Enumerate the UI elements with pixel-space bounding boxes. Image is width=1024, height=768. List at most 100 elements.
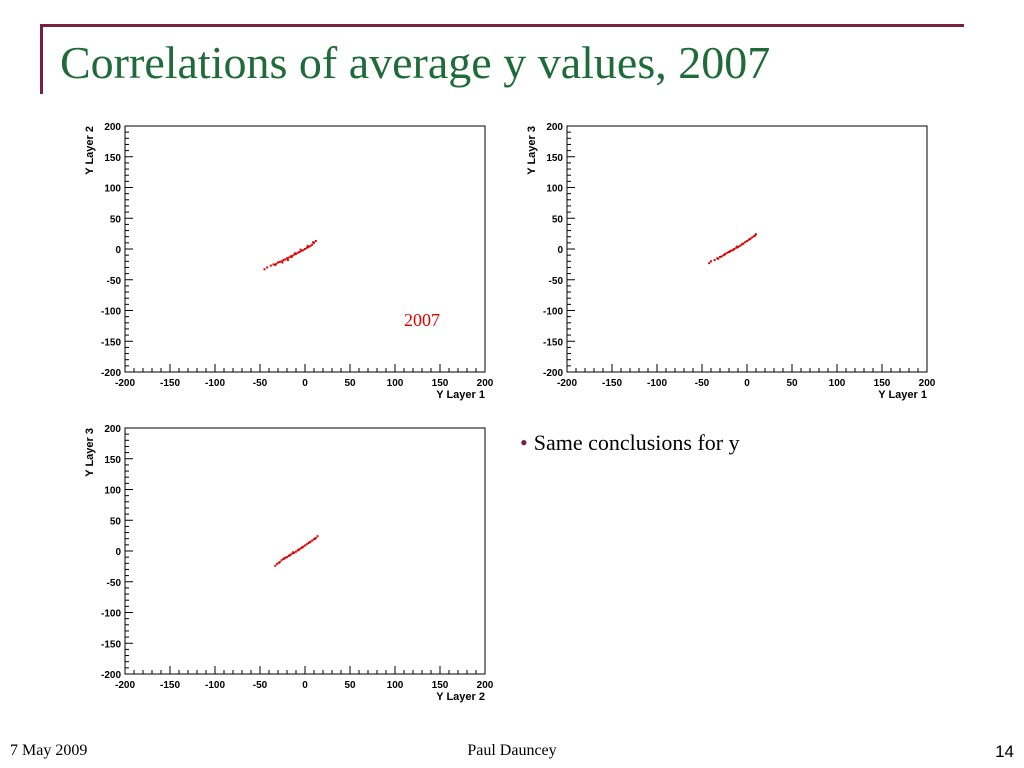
scatter-plot-2-svg: -200 -150 -100 -50 0 50 100 150 200 200 150 100 50 0 -… [526, 122, 936, 401]
x-tick-label: -100 [205, 378, 225, 389]
scatter-point [282, 259, 285, 262]
scatter-plot-1-svg: -200 -150 -100 -50 0 50 100 150 200 200 150 100 50 0 -… [84, 122, 494, 401]
scatter-point [735, 246, 738, 249]
scatter-point [294, 252, 297, 255]
scatter-point [748, 238, 751, 241]
scatter-point [277, 561, 280, 564]
x-tick-label: -50 [253, 680, 268, 691]
bullet-point: • Same conclusions for y [520, 430, 740, 456]
scatter-point [286, 556, 288, 559]
scatter-point [723, 253, 726, 256]
x-tick-label: 0 [744, 378, 750, 389]
scatter-point [301, 546, 304, 549]
x-tick-label: -200 [115, 680, 135, 691]
scatter-point [297, 548, 300, 551]
scatter-point [751, 236, 754, 239]
x-tick-label: -150 [160, 378, 180, 389]
x-tick-label: 100 [829, 378, 846, 389]
y-tick-label: -50 [107, 276, 122, 287]
scatter-point [312, 241, 315, 244]
scatter-point [710, 260, 712, 263]
y-tick-label: 50 [110, 214, 122, 225]
scatter-point [293, 253, 296, 256]
scatter-point [308, 541, 311, 544]
y-tick-label: 200 [104, 424, 121, 435]
y-tick-label: 0 [115, 245, 121, 256]
frame-top-rule [42, 24, 964, 27]
x-tick-label: -150 [602, 378, 622, 389]
x-tick-label: -50 [253, 378, 268, 389]
scatter-point [277, 261, 279, 264]
scatter-point [719, 255, 721, 258]
scatter-point [299, 248, 302, 251]
scatter-point [281, 261, 284, 264]
scatter-point [304, 248, 306, 250]
scatter-point [266, 266, 269, 269]
scatter-point [755, 233, 757, 236]
y-tick-label: 100 [104, 486, 121, 497]
scatter-point [746, 240, 748, 243]
scatter-point [754, 234, 757, 237]
scatter-point [732, 248, 735, 251]
bullet-text: Same conclusions for y [533, 430, 740, 455]
y-tick-label: 0 [115, 547, 121, 558]
y-tick-label: 0 [557, 245, 563, 256]
scatter-plot-layer1-layer2: -200 -150 -100 -50 0 50 100 150 200 200 150 100 50 0 -… [80, 120, 510, 405]
page-number: 14 [995, 742, 1014, 761]
scatter-point [738, 244, 741, 247]
scatter-point [316, 535, 319, 538]
scatter-point [314, 240, 317, 243]
scatter-point [274, 263, 277, 266]
scatter-point [307, 246, 310, 249]
scatter-point [306, 244, 309, 247]
scatter-point [741, 243, 744, 246]
scatter-point [290, 255, 293, 258]
scatter-point [300, 249, 303, 252]
y-tick-label: -100 [101, 307, 121, 318]
scatter-point [713, 259, 716, 262]
scatter-point [311, 243, 314, 246]
scatter-point [296, 251, 299, 254]
scatter-point [274, 564, 277, 567]
x-tick-label: 150 [432, 680, 449, 691]
scatter-point [736, 245, 739, 248]
y-tick-label: -150 [101, 639, 121, 650]
x-tick-label: 200 [919, 378, 936, 389]
scatter-point [708, 262, 711, 265]
y-tick-label: 150 [546, 153, 563, 164]
scatter-point [305, 543, 308, 546]
x-tick-label: 100 [387, 378, 404, 389]
x-axis-label: Y Layer 1 [878, 389, 927, 401]
x-tick-label: 150 [874, 378, 891, 389]
scatter-point [292, 551, 295, 554]
y-tick-label: 200 [546, 122, 563, 133]
x-tick-label: -100 [205, 680, 225, 691]
frame-left-rule [40, 24, 43, 94]
x-tick-label: 50 [344, 680, 356, 691]
plot-frame [566, 125, 928, 373]
scatter-point [280, 559, 283, 562]
year-annotation: 2007 [404, 310, 440, 330]
y-axis-label: Y Layer 3 [526, 126, 538, 175]
scatter-point [728, 250, 731, 253]
scatter-point [744, 241, 747, 244]
x-tick-label: -200 [115, 378, 135, 389]
scatter-point [275, 262, 278, 265]
scatter-point [263, 268, 266, 271]
y-tick-label: -100 [543, 307, 563, 318]
scatter-point [304, 544, 306, 547]
x-tick-label: 100 [387, 680, 404, 691]
x-tick-label: -150 [160, 680, 180, 691]
y-tick-label: -100 [101, 609, 121, 620]
scatter-point [717, 257, 720, 260]
y-tick-label: 50 [552, 214, 564, 225]
scatter-point [291, 254, 294, 257]
y-tick-label: -200 [101, 368, 121, 379]
y-tick-label: -150 [543, 337, 563, 348]
scatter-point [313, 537, 316, 540]
scatter-point [298, 251, 301, 254]
y-tick-label: 150 [104, 153, 121, 164]
y-tick-label: 50 [110, 516, 122, 527]
footer-date: 7 May 2009 [10, 742, 88, 759]
x-tick-label: 50 [786, 378, 798, 389]
